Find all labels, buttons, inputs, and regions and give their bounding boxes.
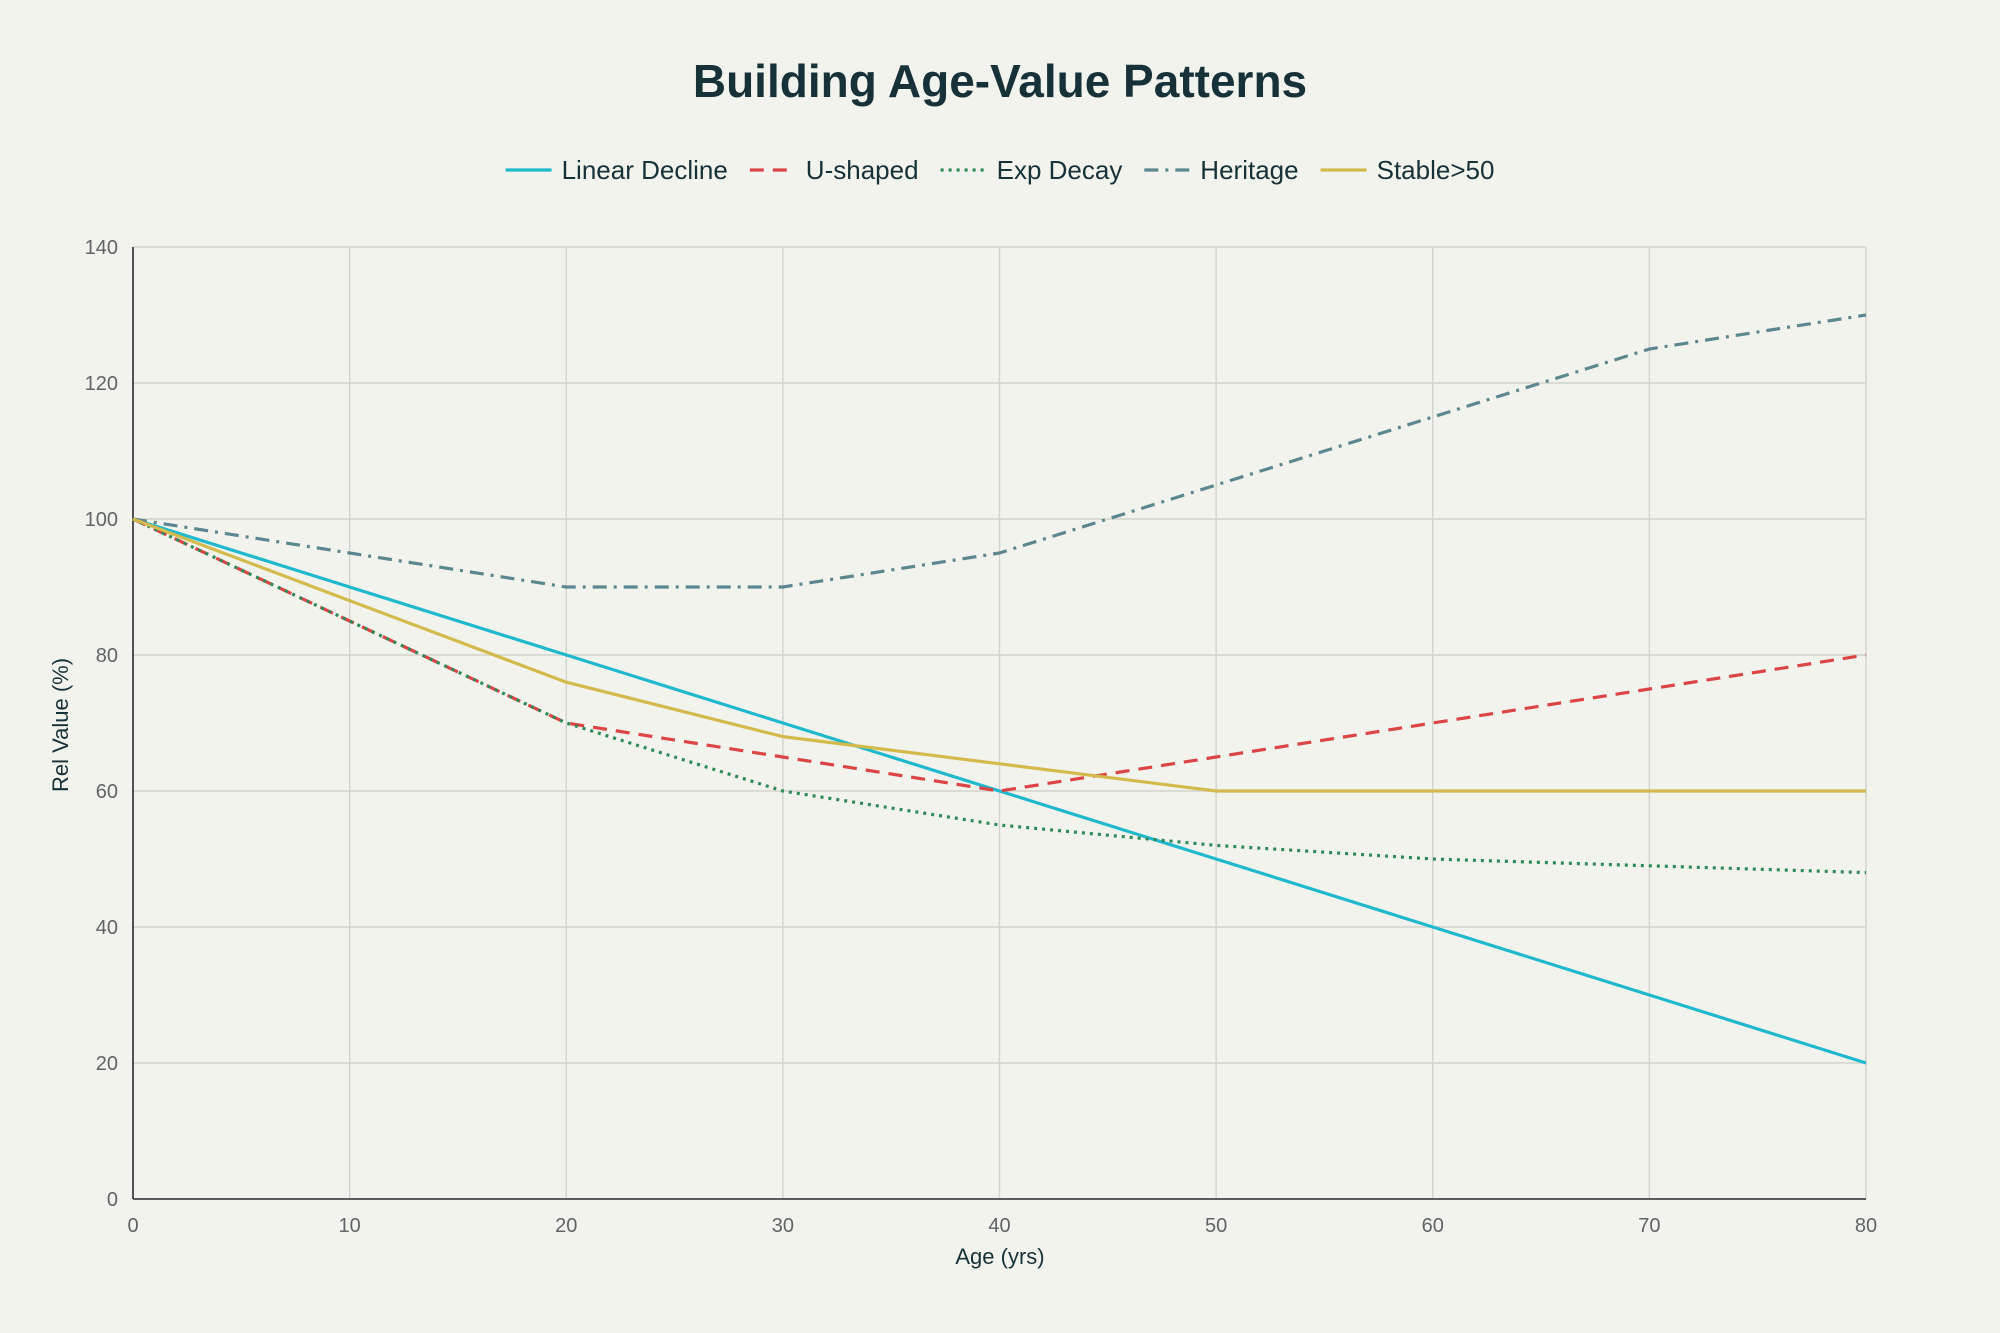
x-tick-label: 40 bbox=[988, 1215, 1010, 1237]
y-tick-label: 60 bbox=[96, 781, 118, 803]
x-tick-label: 50 bbox=[1205, 1215, 1227, 1237]
x-tick-label: 60 bbox=[1422, 1215, 1444, 1237]
legend-item-exp-decay: Exp Decay bbox=[940, 155, 1123, 185]
y-tick-label: 80 bbox=[96, 645, 118, 667]
series-line-u-shaped bbox=[132, 517, 1867, 793]
chart-title: Building Age-Value Patterns bbox=[693, 55, 1307, 107]
legend-label: Stable>50 bbox=[1377, 155, 1495, 185]
y-tick-label: 40 bbox=[96, 917, 118, 939]
axes: 0 10 20 30 40 50 60 70 80 0 20 40 60 80 100 120 140 bbox=[85, 237, 1878, 1237]
legend-label: U-shaped bbox=[806, 155, 919, 185]
series-line-exp-decay bbox=[132, 517, 1867, 875]
plot-area bbox=[132, 313, 1867, 1065]
x-tick-label: 0 bbox=[127, 1215, 138, 1237]
legend-item-u-shaped: U-shaped bbox=[749, 155, 919, 185]
legend-label: Linear Decline bbox=[562, 155, 728, 185]
x-tick-label: 80 bbox=[1855, 1215, 1877, 1237]
legend: Linear Decline U-shaped Exp Decay Heritage S… bbox=[505, 155, 1495, 185]
legend-item-heritage: Heritage bbox=[1144, 155, 1299, 185]
legend-item-stable-50: Stable>50 bbox=[1320, 155, 1495, 185]
x-tick-label: 10 bbox=[339, 1215, 361, 1237]
series-line-heritage bbox=[132, 313, 1867, 589]
legend-item-linear-decline: Linear Decline bbox=[505, 155, 728, 185]
x-tick-label: 20 bbox=[555, 1215, 577, 1237]
series-line-linear-decline bbox=[132, 517, 1867, 1065]
legend-label: Heritage bbox=[1200, 155, 1298, 185]
y-tick-label: 140 bbox=[85, 237, 118, 259]
y-tick-label: 100 bbox=[85, 509, 118, 531]
y-tick-label: 120 bbox=[85, 373, 118, 395]
legend-label: Exp Decay bbox=[997, 155, 1123, 185]
x-tick-label: 70 bbox=[1638, 1215, 1660, 1237]
x-tick-label: 30 bbox=[772, 1215, 794, 1237]
y-axis-label: Rel Value (%) bbox=[48, 658, 73, 792]
grid bbox=[133, 246, 1867, 1199]
y-tick-label: 0 bbox=[107, 1189, 118, 1211]
x-axis-label: Age (yrs) bbox=[955, 1244, 1044, 1269]
y-tick-label: 20 bbox=[96, 1053, 118, 1075]
series-line-stable-50 bbox=[132, 517, 1866, 793]
